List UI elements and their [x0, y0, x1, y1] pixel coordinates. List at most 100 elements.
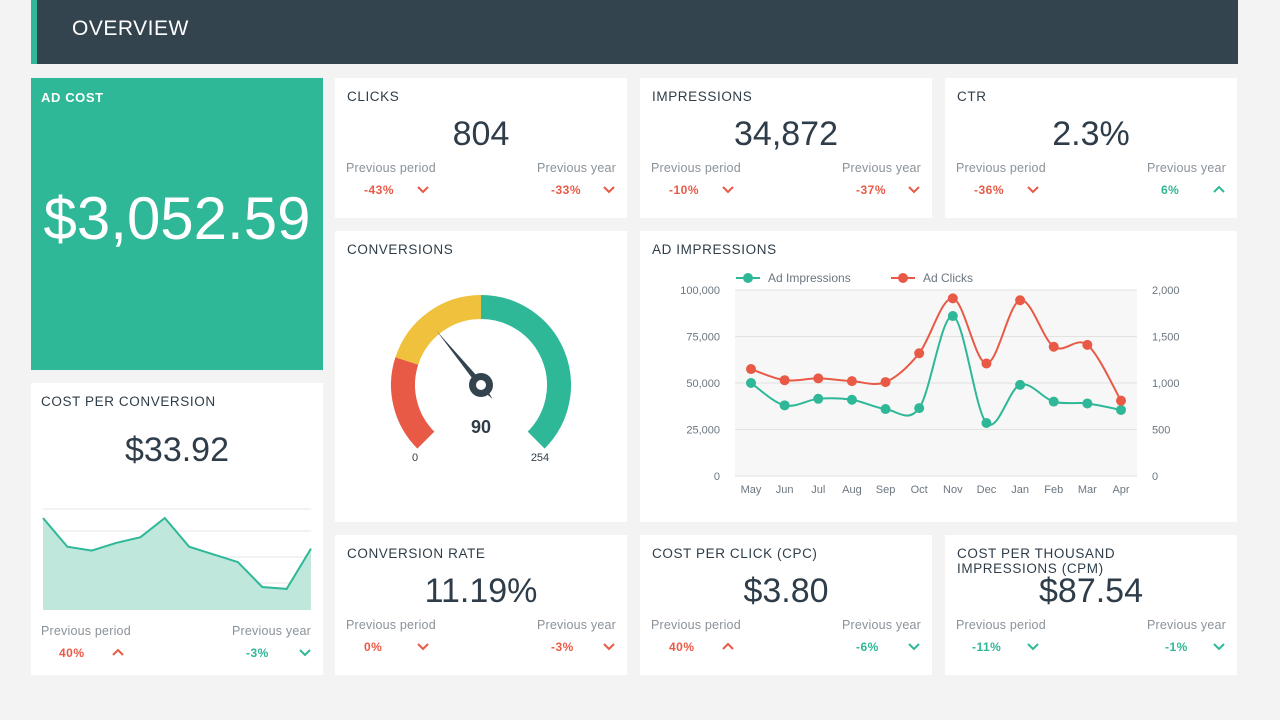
previous-period-label: Previous period — [956, 618, 1046, 632]
previous-year-label: Previous year — [1146, 618, 1226, 632]
data-point — [746, 378, 756, 388]
y-left-tick-label: 75,000 — [686, 332, 720, 344]
data-point — [914, 348, 925, 359]
cpc-label: COST PER CLICK (CPC) — [652, 546, 818, 561]
impressions-label: IMPRESSIONS — [652, 89, 753, 104]
previous-year-change: -33% — [551, 183, 582, 197]
x-tick-label: Mar — [1078, 484, 1097, 496]
previous-period-label: Previous period — [346, 618, 436, 632]
previous-year-change: -1% — [1165, 640, 1188, 654]
data-point — [914, 403, 925, 414]
data-point — [779, 375, 790, 386]
y-left-tick-label: 100,000 — [680, 285, 720, 297]
chevron-up-icon — [722, 642, 734, 650]
previous-period-label: Previous period — [346, 161, 436, 175]
data-point — [1116, 404, 1126, 415]
data-point — [1015, 379, 1026, 390]
clicks-card[interactable]: CLICKS 804 Previous period Previous year… — [335, 78, 627, 218]
ad-cost-card[interactable]: AD COST $3,052.59 — [31, 78, 323, 370]
dashboard-header: OVERVIEW — [31, 0, 1238, 64]
chevron-down-icon — [1027, 186, 1039, 194]
chevron-down-icon — [603, 643, 615, 651]
previous-year-change: -3% — [551, 640, 574, 654]
chevron-down-icon — [1213, 643, 1225, 651]
y-right-tick-label: 1,000 — [1152, 378, 1180, 390]
previous-period-label: Previous period — [956, 161, 1046, 175]
previous-year-label: Previous year — [231, 624, 311, 638]
data-point — [1082, 398, 1093, 409]
previous-period-change: 40% — [669, 640, 695, 654]
x-tick-label: Feb — [1044, 484, 1063, 496]
previous-period-change: -10% — [669, 183, 700, 197]
cpc-card[interactable]: COST PER CLICK (CPC) $3.80 Previous peri… — [640, 535, 932, 675]
clicks-value: 804 — [452, 115, 510, 153]
chevron-down-icon — [722, 186, 734, 194]
ctr-label: CTR — [957, 89, 987, 104]
data-point — [846, 376, 857, 387]
chevron-down-icon — [908, 186, 920, 194]
x-tick-label: Nov — [943, 484, 963, 496]
legend-swatch-dot — [743, 273, 753, 283]
chevron-up-icon — [112, 648, 124, 656]
previous-period-change: -36% — [974, 183, 1005, 197]
conversion-rate-label: CONVERSION RATE — [347, 546, 486, 561]
y-right-tick-label: 2,000 — [1152, 285, 1180, 297]
chevron-down-icon — [908, 643, 920, 651]
data-point — [813, 393, 824, 404]
data-point — [947, 311, 958, 322]
cost-per-conversion-label: COST PER CONVERSION — [41, 394, 216, 409]
gauge-max-label: 254 — [530, 452, 550, 464]
area-line — [42, 516, 312, 590]
cost-per-conversion-chart — [42, 508, 312, 610]
previous-year-change: -37% — [856, 183, 887, 197]
x-tick-label: Jul — [811, 484, 825, 496]
previous-year-label: Previous year — [841, 161, 921, 175]
cpm-card[interactable]: COST PER THOUSAND IMPRESSIONS (CPM) $87.… — [945, 535, 1237, 675]
page-title: OVERVIEW — [72, 17, 189, 40]
x-tick-label: Jun — [776, 484, 794, 496]
data-point — [746, 364, 756, 375]
chevron-up-icon — [1213, 185, 1225, 193]
conversions-gauge — [391, 295, 571, 449]
x-tick-label: Aug — [842, 484, 862, 496]
previous-year-label: Previous year — [1146, 161, 1226, 175]
chevron-down-icon — [299, 649, 311, 657]
gauge-hub-center — [476, 380, 486, 390]
data-point — [779, 400, 790, 411]
impressions-card[interactable]: IMPRESSIONS 34,872 Previous period Previ… — [640, 78, 932, 218]
area-fill — [43, 518, 311, 610]
ad-cost-value: $3,052.59 — [43, 185, 311, 252]
data-point — [981, 358, 992, 369]
y-right-tick-label: 1,500 — [1152, 332, 1180, 344]
data-point — [981, 417, 992, 428]
cpm-label: COST PER THOUSAND IMPRESSIONS (CPM) — [957, 546, 1116, 576]
impressions-value: 34,872 — [734, 115, 838, 153]
previous-year-label: Previous year — [841, 618, 921, 632]
ad-impressions-chart: 0 0 25,000 500 50,000 1,000 75,000 1,500 100,000… — [680, 271, 1180, 496]
conversion-rate-card[interactable]: CONVERSION RATE 11.19% Previous period P… — [335, 535, 627, 675]
ad-impressions-card[interactable]: AD IMPRESSIONS 0 0 25,000 500 50,000 1,000 75,… — [640, 231, 1237, 522]
cost-per-conversion-value: $33.92 — [125, 431, 229, 469]
gauge-min-label: 0 — [411, 452, 419, 464]
legend-label: Ad Clicks — [923, 271, 973, 285]
conversions-card[interactable]: CONVERSIONS 90 0 254 — [335, 231, 627, 522]
x-tick-label: May — [741, 484, 762, 496]
previous-period-label: Previous period — [651, 618, 741, 632]
data-point — [846, 394, 857, 405]
chevron-down-icon — [603, 186, 615, 194]
chevron-down-icon — [417, 643, 429, 651]
x-tick-label: Sep — [876, 484, 896, 496]
previous-year-change: -3% — [246, 646, 269, 660]
previous-period-label: Previous period — [41, 624, 131, 638]
conversion-rate-value: 11.19% — [424, 572, 538, 610]
y-right-tick-label: 0 — [1152, 471, 1158, 483]
y-left-tick-label: 0 — [714, 471, 720, 483]
gauge-segment-mid — [395, 295, 482, 366]
ctr-card[interactable]: CTR 2.3% Previous period Previous year -… — [945, 78, 1237, 218]
data-point — [813, 373, 824, 384]
y-right-tick-label: 500 — [1152, 425, 1170, 437]
previous-period-change: 40% — [59, 646, 85, 660]
clicks-label: CLICKS — [347, 89, 400, 104]
cost-per-conversion-card[interactable]: COST PER CONVERSION $33.92 Previous peri… — [31, 383, 323, 675]
ctr-value: 2.3% — [1052, 115, 1130, 153]
